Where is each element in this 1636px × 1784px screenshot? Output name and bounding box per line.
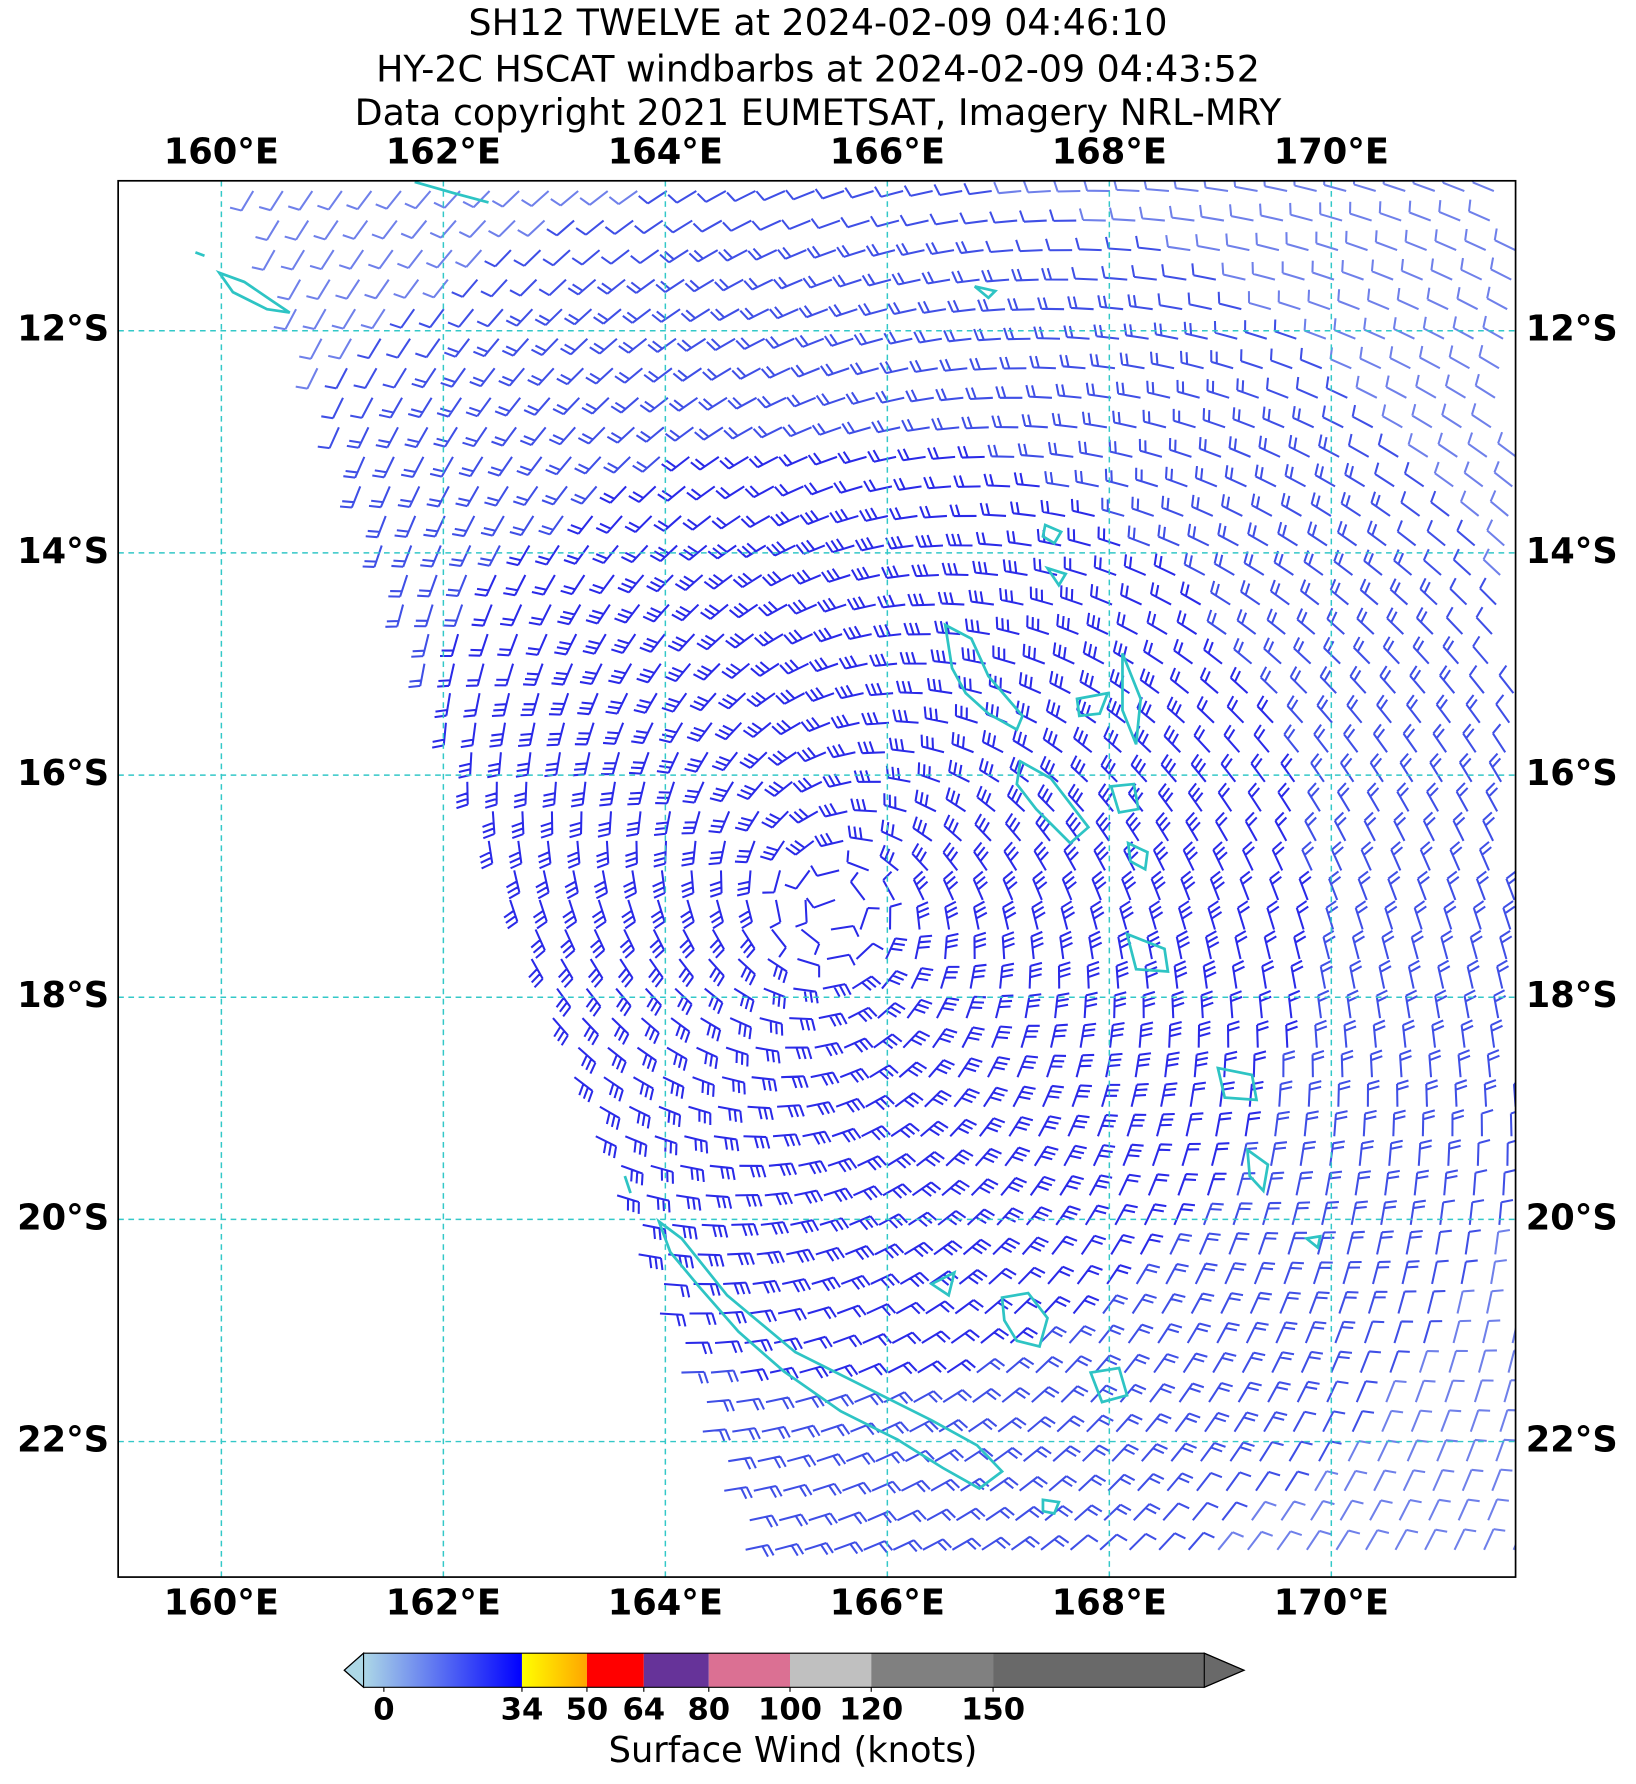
colorbar-segment [586,1653,644,1688]
colorbar-segment [993,1653,1205,1688]
x-tick-label: 170°E [1274,1582,1389,1623]
coastline [1044,565,1068,588]
x-tick-label: 164°E [608,1582,723,1623]
wind-barb [431,445,1312,1382]
x-tick-label: 166°E [830,1582,945,1623]
colorbar: 0 34 50 64 80 100 120 150 [343,1651,1246,1728]
y-tick-label: 14°S [1526,531,1618,572]
colorbar-tick-label: 64 [622,1693,665,1728]
x-tick-label: 162°E [386,132,501,173]
y-tick-label: 22°S [1526,1420,1618,1461]
colorbar-label: Surface Wind (knots) [609,1730,978,1771]
coastline [1245,1147,1270,1194]
coastline [623,1175,632,1194]
wind-barb [229,180,1516,1551]
colorbar-segment [521,1653,587,1688]
y-tick-label: 18°S [1526,975,1618,1016]
colorbar-segment [363,1653,522,1688]
colorbar-tick-label: 50 [566,1693,609,1728]
y-tick-label: 16°S [1526,753,1618,794]
graticule [118,180,1516,1578]
colorbar-extend-high [1203,1652,1246,1689]
x-tick-label: 170°E [1274,132,1389,173]
y-tick-label: 12°S [17,309,109,350]
colorbar-tick-label: 100 [758,1693,822,1728]
x-tick-label: 160°E [164,132,279,173]
coastline [1000,1291,1049,1349]
y-tick-label: 16°S [17,753,109,794]
y-tick-label: 22°S [17,1420,109,1461]
x-tick-label: 168°E [1052,1582,1167,1623]
coastline [943,622,1025,732]
y-tick-label: 18°S [17,975,109,1016]
colorbar-outline [343,1652,1246,1688]
wind-barb [317,182,1516,1558]
coastlines [194,180,1322,1516]
coastline [656,1217,1005,1491]
y-tick-label: 14°S [17,531,109,572]
colorbar-segment [708,1653,791,1688]
y-tick-label: 20°S [1526,1197,1618,1238]
colorbar-tick-label: 34 [501,1693,544,1728]
colorbar-segment [790,1653,872,1688]
coastline [1303,1234,1322,1251]
coastline [973,285,998,300]
y-tick-label: 20°S [17,1197,109,1238]
coastline [1121,652,1143,745]
coastline [1041,523,1064,546]
colorbar-tick-label: 80 [687,1693,730,1728]
colorbar-tick-label: 0 [373,1693,394,1728]
x-tick-label: 164°E [608,132,723,173]
y-tick-label: 12°S [1526,309,1618,350]
coastline [1075,691,1110,718]
x-tick-label: 160°E [164,1582,279,1623]
coastline [1109,782,1140,815]
map-frame [117,179,1517,1578]
x-tick-label: 168°E [1052,132,1167,173]
coastline [1041,1498,1061,1516]
colorbar-extend-low [343,1651,365,1689]
title-line: HY-2C HSCAT windbarbs at 2024-02-09 04:4… [376,48,1260,91]
colorbar-segment [871,1653,994,1688]
coastline [414,180,489,204]
coastline [215,270,291,314]
coastline [1126,840,1149,872]
wind-barbs [229,180,1516,1558]
coastline [1125,931,1170,974]
coastline [1015,759,1091,846]
title-line: SH12 TWELVE at 2024-02-09 04:46:10 [468,1,1167,44]
colorbar-tick-label: 120 [839,1693,903,1728]
title-line: Data copyright 2021 EUMETSAT, Imagery NR… [355,91,1283,134]
coastline [928,1270,957,1298]
coastline [1216,1066,1259,1102]
x-tick-label: 162°E [386,1582,501,1623]
coastline [194,251,205,258]
colorbar-segment [643,1653,709,1688]
x-tick-label: 166°E [830,132,945,173]
colorbar-tick-label: 150 [961,1693,1025,1728]
